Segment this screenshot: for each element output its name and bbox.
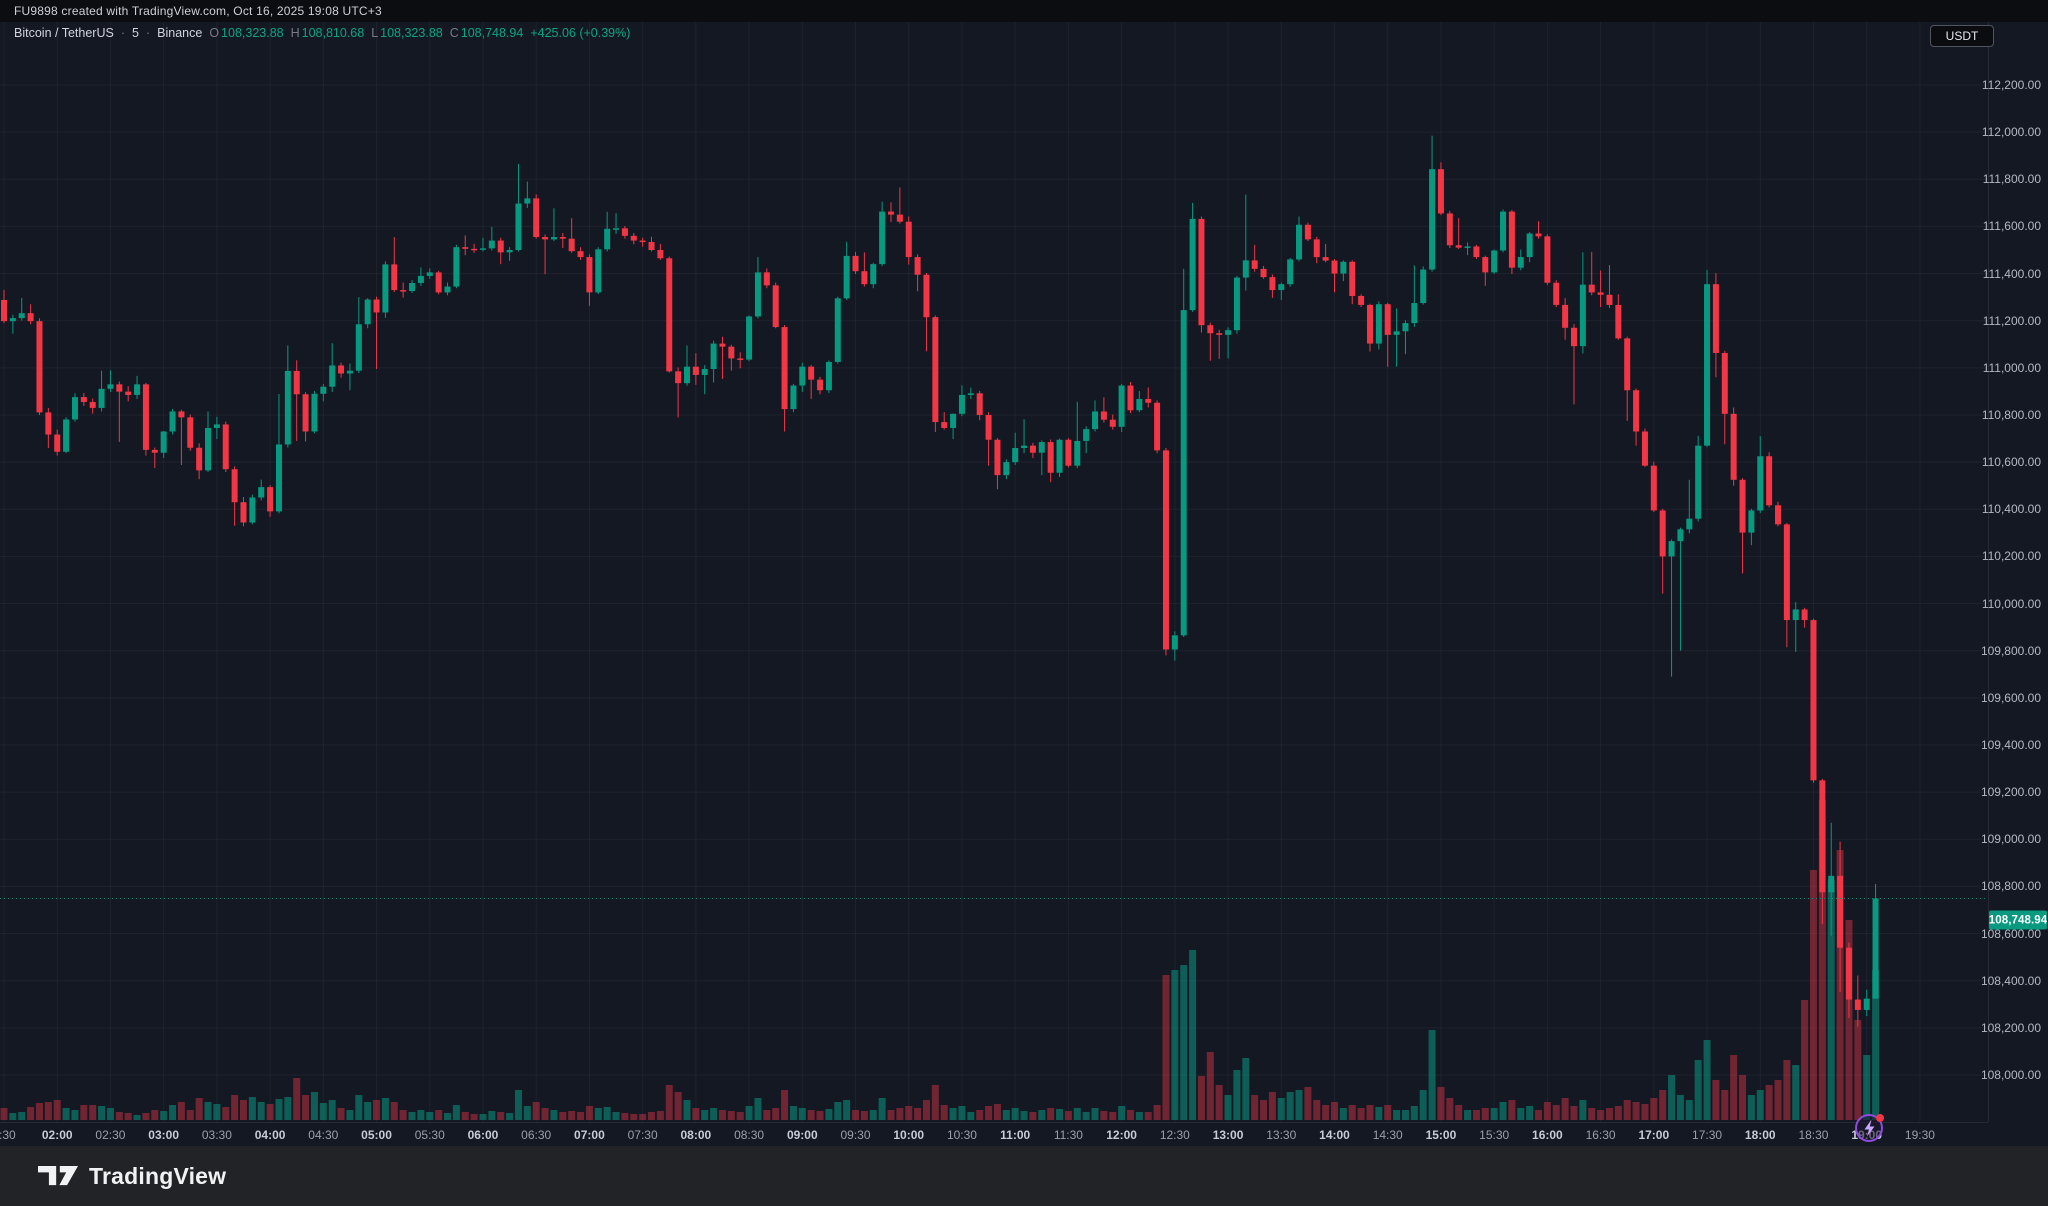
symbol-name[interactable]: Bitcoin / TetherUS	[14, 26, 114, 40]
grid-layer	[0, 22, 1988, 1122]
time-tick-label: 04:00	[254, 1128, 286, 1142]
price-tick-label: 108,800.00	[1980, 879, 2041, 894]
time-tick-label: 05:00	[361, 1128, 392, 1142]
price-tick-label: 110,400.00	[1981, 502, 2041, 517]
time-axis[interactable]: 1:30 02:00 02:30 03:00 03:30 04:00 04:30 05:00 0…	[0, 1122, 1988, 1147]
time-tick-label: 04:30	[308, 1128, 339, 1142]
attribution-text: FU9898 created with TradingView.com, Oct…	[14, 4, 382, 18]
price-tick-label: 108,000.00	[1980, 1067, 2041, 1082]
time-tick-label: 07:30	[627, 1128, 658, 1142]
tradingview-logo[interactable]: TradingView	[38, 1163, 226, 1190]
time-tick-label: 02:30	[95, 1128, 126, 1142]
price-tick-label: 110,200.00	[1981, 549, 2041, 564]
ohlc-low: L 108,323.88	[371, 26, 443, 40]
time-tick-label: 10:30	[946, 1128, 977, 1142]
candles	[1, 135, 1879, 1027]
separator-dot: ·	[145, 26, 151, 40]
time-tick-label: 15:30	[1479, 1128, 1510, 1142]
chart-region: Bitcoin / TetherUS · 5 · Binance O 108,32…	[0, 22, 2048, 1146]
time-tick-label: 17:30	[1692, 1128, 1723, 1142]
price-tick-label: 108,600.00	[1980, 926, 2041, 941]
symbol-ohlc-bar[interactable]: Bitcoin / TetherUS · 5 · Binance O 108,32…	[14, 26, 630, 40]
notification-dot	[1876, 1114, 1884, 1122]
price-axis[interactable]: 112,200.00 112,000.00 111,800.00 111,600.00…	[1981, 22, 2048, 1122]
time-tick-label: 16:00	[1532, 1128, 1563, 1142]
price-tick-label: 109,000.00	[1980, 832, 2041, 847]
candlestick-chart[interactable]	[0, 22, 1988, 1122]
price-tick-label: 109,600.00	[1980, 690, 2041, 705]
time-tick-label: 14:30	[1372, 1128, 1403, 1142]
price-tick-label: 110,800.00	[1981, 407, 2041, 422]
price-tick-label: 111,200.00	[1982, 313, 2041, 328]
price-tick-label: 108,200.00	[1980, 1020, 2041, 1035]
time-tick-label: 18:00	[1744, 1128, 1776, 1142]
tradingview-wordmark: TradingView	[89, 1162, 227, 1189]
ohlc-high: H 108,810.68	[290, 26, 365, 40]
time-tick-label: 08:00	[680, 1128, 712, 1142]
volume-bars	[0, 800, 1880, 1120]
price-tick-label: 110,000.00	[1981, 596, 2041, 611]
time-tick-label: 02:00	[41, 1128, 73, 1142]
time-tick-label: 03:30	[201, 1128, 232, 1142]
time-tick-label: 06:30	[521, 1128, 552, 1142]
price-tick-label: 111,000.00	[1982, 360, 2041, 375]
time-tick-label: 12:00	[1106, 1128, 1137, 1142]
time-tick-label: 14:00	[1319, 1128, 1350, 1142]
interval-value[interactable]: 5	[132, 26, 139, 40]
time-tick-label: 12:30	[1159, 1128, 1190, 1142]
time-tick-label: 13:00	[1212, 1128, 1244, 1142]
price-tick-label: 112,200.00	[1981, 78, 2041, 92]
time-tick-label: 11:00	[1000, 1128, 1031, 1142]
price-tick-label: 111,800.00	[1982, 172, 2041, 187]
price-tick-label: 108,400.00	[1980, 973, 2041, 988]
time-tick-label: 1:30	[0, 1128, 16, 1142]
price-tick-label: 111,400.00	[1982, 266, 2041, 281]
attribution-bar: FU9898 created with TradingView.com, Oct…	[0, 0, 2048, 22]
time-tick-label: 10:00	[893, 1128, 925, 1142]
price-tick-label: 111,600.00	[1982, 219, 2041, 234]
separator-dot: ·	[120, 26, 125, 40]
time-tick-label: 19:30	[1904, 1128, 1935, 1142]
time-tick-label: 18:30	[1798, 1128, 1829, 1142]
ohlc-close: C 108,748.94	[449, 26, 524, 40]
time-tick-label: 05:30	[414, 1128, 445, 1142]
price-change: +425.06 (+0.39%)	[530, 26, 631, 40]
time-tick-label: 09:00	[786, 1128, 818, 1142]
time-tick-label: 03:00	[148, 1128, 180, 1142]
footer-bar: TradingView	[0, 1146, 2048, 1206]
time-tick-label: 17:00	[1638, 1128, 1670, 1142]
lightning-events-icon[interactable]	[1853, 1110, 1887, 1144]
time-tick-label: 07:00	[574, 1128, 605, 1142]
price-tick-label: 109,200.00	[1980, 785, 2041, 800]
price-tick-label: 109,800.00	[1980, 643, 2041, 658]
price-tick-label: 110,600.00	[1981, 455, 2041, 470]
last-price-label: 108,748.94	[1989, 910, 2047, 930]
chart-canvas[interactable]	[0, 22, 1988, 1122]
price-tick-label: 109,400.00	[1980, 737, 2041, 752]
ohlc-open: O 108,323.88	[209, 26, 284, 40]
time-tick-label: 13:30	[1266, 1128, 1297, 1142]
time-tick-label: 16:30	[1585, 1128, 1616, 1142]
exchange-name[interactable]: Binance	[157, 26, 203, 40]
currency-toggle-button[interactable]: USDT	[1930, 25, 1994, 47]
time-tick-label: 15:00	[1425, 1128, 1457, 1142]
time-tick-label: 06:00	[467, 1128, 499, 1142]
time-tick-label: 08:30	[734, 1128, 765, 1142]
tradingview-logo-icon	[38, 1166, 78, 1186]
price-tick-label: 112,000.00	[1981, 125, 2041, 140]
time-tick-label: 09:30	[840, 1128, 871, 1142]
time-tick-label: 11:30	[1053, 1128, 1083, 1142]
